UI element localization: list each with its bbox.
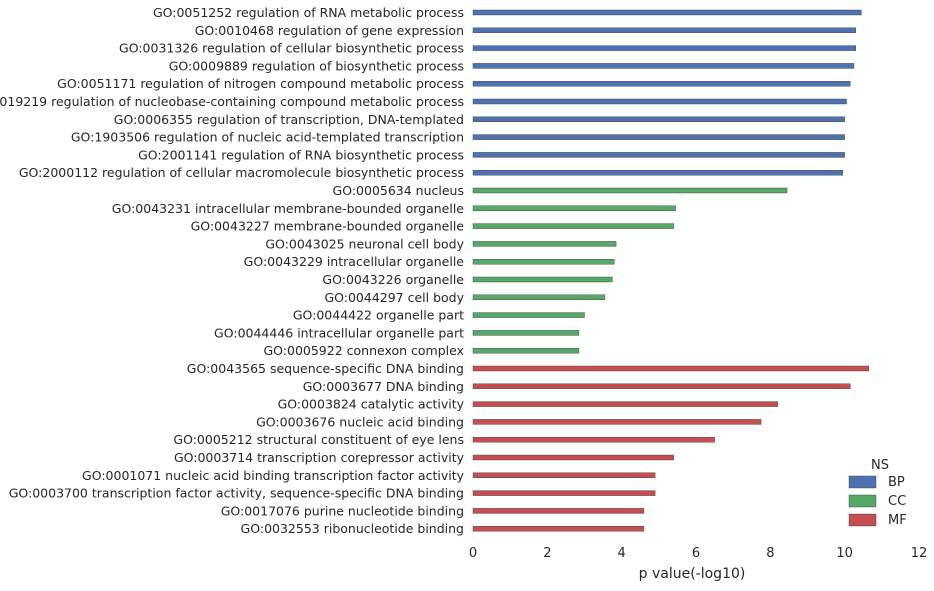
x-tick-label: 4	[618, 546, 626, 561]
y-tick-label: GO:0043025 neuronal cell body	[265, 236, 464, 251]
bar-cc	[472, 259, 615, 265]
bar-cc	[472, 294, 606, 300]
bar-cc	[472, 330, 580, 336]
bar-bp	[472, 80, 851, 87]
x-tick-label: 8	[766, 546, 774, 561]
x-axis-label: p value(-log10)	[639, 566, 746, 582]
bar-mf	[472, 490, 656, 496]
y-tick-label: GO:0005922 connexon complex	[263, 343, 464, 358]
y-tick-label: GO:0043565 sequence-specific DNA binding	[187, 361, 464, 376]
y-tick-label: GO:0043227 membrane-bounded organelle	[191, 219, 465, 234]
y-tick-label: GO:0043231 intracellular membrane-bounde…	[112, 201, 465, 216]
x-tick-label: 6	[692, 546, 700, 561]
legend-swatch-cc	[848, 494, 877, 508]
bar-mf	[472, 454, 674, 461]
y-tick-label: GO:0051252 regulation of RNA metabolic p…	[153, 5, 464, 20]
legend: NS BP CC MF	[848, 458, 907, 528]
y-tick-label: GO:0032553 ribonucleotide binding	[241, 521, 464, 536]
y-tick-label: GO:0010468 regulation of gene expression	[195, 23, 464, 38]
y-tick-label: GO:2001141 regulation of RNA biosyntheti…	[138, 147, 464, 162]
bar-bp	[472, 98, 847, 105]
legend-swatch-bp	[848, 475, 877, 489]
bar-cc	[472, 241, 617, 247]
y-tick-label: GO:0006355 regulation of transcription, …	[114, 112, 464, 127]
x-tick-label: 12	[911, 546, 928, 561]
legend-swatch-mf	[848, 513, 877, 527]
bar-mf	[472, 401, 778, 407]
bar-mf	[472, 526, 645, 532]
bar-bp	[472, 116, 845, 123]
bar-cc	[472, 348, 580, 354]
y-tick-label: GO:0005212 structural constituent of eye…	[173, 432, 464, 447]
bar-bp	[472, 152, 845, 158]
bar-bp	[472, 169, 844, 176]
y-tick-label: GO:0003676 nucleic acid binding	[256, 414, 464, 429]
bars-layer	[472, 9, 870, 532]
bar-cc	[472, 223, 674, 229]
bar-mf	[472, 472, 656, 478]
x-tick-label: 2	[543, 546, 551, 561]
x-tick-labels: 0 2 4 6 8 10 12	[469, 546, 927, 561]
y-tick-label: GO:0044446 intracellular organelle part	[214, 325, 464, 340]
y-tick-label: GO:0031326 regulation of cellular biosyn…	[119, 41, 464, 56]
bar-mf	[472, 419, 762, 425]
bar-bp	[472, 27, 857, 33]
y-tick-label: GO:0003824 catalytic activity	[278, 397, 465, 412]
bar-mf	[472, 383, 851, 389]
y-tick-label: GO:0043226 organelle	[322, 272, 464, 287]
y-tick-label: GO:1903506 regulation of nucleic acid-te…	[71, 130, 464, 145]
y-tick-label: GO:0044422 organelle part	[293, 308, 464, 323]
bar-cc	[472, 205, 676, 212]
y-tick-label: GO:0017076 purine nucleotide binding	[221, 503, 464, 518]
bar-bp	[472, 63, 855, 69]
y-tick-label: GO:0005634 nucleus	[333, 183, 464, 198]
y-tick-label: GO:0019219 regulation of nucleobase-cont…	[0, 94, 464, 109]
y-tick-label: GO:0003714 transcription corepressor act…	[174, 450, 465, 465]
y-tick-label: GO:0043229 intracellular organelle	[244, 254, 465, 269]
bar-mf	[472, 437, 715, 443]
bar-bp	[472, 134, 845, 140]
y-tick-label: GO:0051171 regulation of nitrogen compou…	[57, 76, 464, 91]
y-tick-labels: GO:0051252 regulation of RNA metabolic p…	[0, 5, 465, 536]
bar-cc	[472, 312, 585, 318]
bar-bp	[472, 9, 862, 16]
legend-label-mf: MF	[888, 513, 907, 528]
legend-title: NS	[871, 458, 889, 473]
bar-cc	[472, 187, 788, 194]
y-tick-label: GO:0003677 DNA binding	[303, 379, 464, 394]
legend-label-bp: BP	[888, 475, 905, 490]
bar-mf	[472, 508, 645, 514]
legend-label-cc: CC	[888, 494, 906, 509]
bar-bp	[472, 45, 857, 51]
x-tick-label: 10	[836, 546, 853, 561]
y-tick-label: GO:0009889 regulation of biosynthetic pr…	[169, 58, 464, 73]
y-tick-label: GO:0001071 nucleic acid binding transcri…	[82, 468, 465, 483]
bar-mf	[472, 365, 870, 372]
bar-cc	[472, 276, 613, 283]
x-tick-label: 0	[469, 546, 477, 561]
y-tick-label: GO:0003700 transcription factor activity…	[9, 486, 464, 501]
y-tick-label: GO:0044297 cell body	[324, 290, 464, 305]
y-tick-label: GO:2000112 regulation of cellular macrom…	[19, 165, 464, 180]
